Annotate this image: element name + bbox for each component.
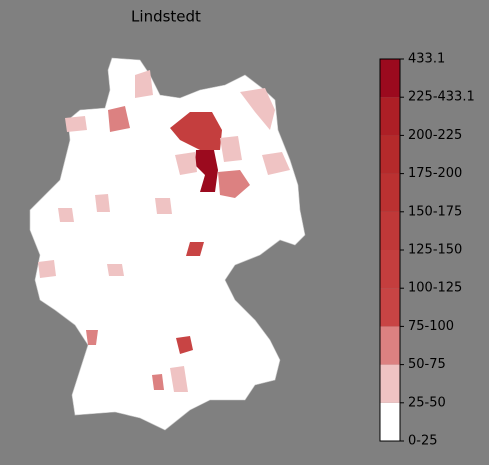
region	[108, 106, 130, 132]
colorbar-tick-label: 433.1	[408, 52, 445, 67]
region	[135, 70, 153, 98]
region	[218, 170, 250, 198]
colorbar-tick-label: 225-433.1	[408, 90, 475, 105]
region	[170, 366, 188, 392]
colorbar-tick-label: 50-75	[408, 357, 446, 372]
colorbar-segment	[380, 59, 400, 98]
region	[152, 374, 164, 390]
region	[155, 198, 172, 214]
region	[86, 330, 98, 345]
colorbar-segment	[380, 211, 400, 250]
colorbar-segment	[380, 288, 400, 327]
region	[95, 194, 110, 212]
region	[262, 152, 290, 175]
colorbar-segment	[380, 135, 400, 174]
colorbar: 0-25 25-50 50-75 75-100 100-125 125-150 150-17…	[379, 52, 475, 449]
colorbar-tick-label: 150-175	[408, 204, 462, 219]
colorbar-segment	[380, 326, 400, 365]
region	[38, 260, 56, 278]
colorbar-tick-label: 75-100	[408, 319, 454, 334]
region	[175, 152, 197, 175]
region	[220, 136, 242, 162]
colorbar-tick-label: 100-125	[408, 281, 462, 296]
region	[107, 264, 124, 276]
germany-map	[29, 57, 306, 431]
region	[195, 150, 218, 192]
region	[65, 116, 87, 132]
colorbar-segment	[380, 402, 400, 441]
colorbar-tick-label: 25-50	[408, 395, 446, 410]
colorbar-tick-label: 200-225	[408, 128, 462, 143]
colorbar-segment	[380, 364, 400, 403]
colorbar-tick-label: 125-150	[408, 243, 462, 258]
region	[186, 242, 204, 256]
region	[240, 88, 275, 130]
colorbar-segment	[380, 97, 400, 136]
region	[170, 112, 222, 150]
colorbar-segment	[380, 250, 400, 289]
colorbar-tick-label: 0-25	[408, 434, 438, 449]
colorbar-tick-label: 175-200	[408, 166, 462, 181]
region	[58, 208, 74, 222]
colorbar-segment	[380, 173, 400, 212]
map-title: Lindstedt	[131, 8, 201, 26]
region	[176, 336, 193, 354]
